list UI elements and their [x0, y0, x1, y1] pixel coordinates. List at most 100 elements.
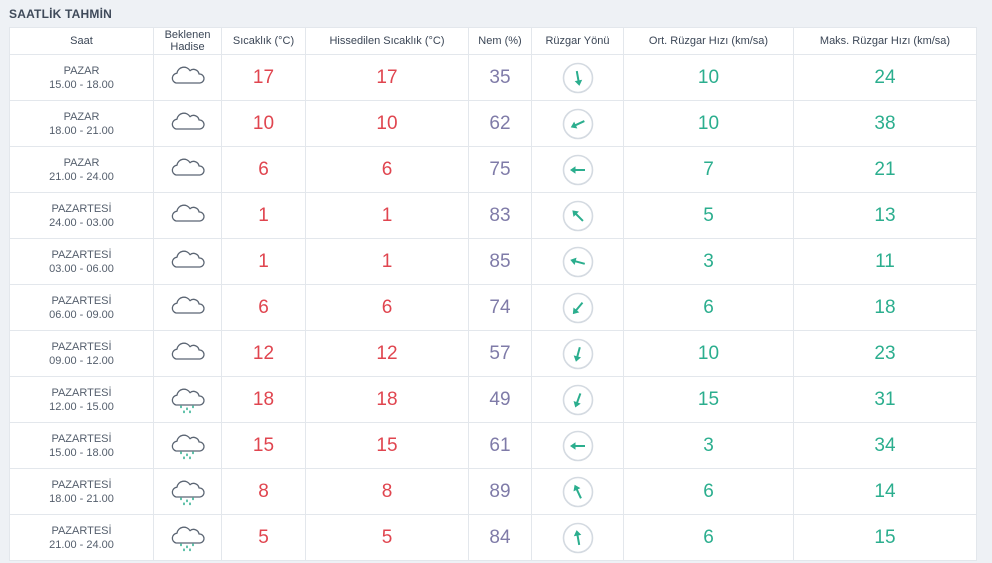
humidity-value: 49	[468, 376, 532, 423]
day-label: PAZARTESİ	[51, 248, 112, 261]
feels-like-value: 6	[305, 146, 469, 193]
time-range: 15.00 - 18.00	[49, 78, 114, 91]
wind-direction-cell	[531, 422, 624, 469]
weather-event-cell	[153, 238, 222, 285]
rain-cloud-icon	[171, 526, 205, 551]
cloud-icon	[171, 342, 205, 360]
avg-wind-speed-value: 15	[623, 376, 794, 423]
temperature-value: 10	[221, 100, 306, 147]
time-cell: PAZARTESİ 12.00 - 15.00	[9, 376, 154, 423]
time-range: 18.00 - 21.00	[49, 124, 114, 137]
cloud-icon	[171, 112, 205, 130]
wind-direction-arrow-icon	[562, 154, 593, 185]
feels-like-value: 10	[305, 100, 469, 147]
avg-wind-speed-value: 10	[623, 330, 794, 377]
wind-direction-arrow-icon	[562, 338, 593, 369]
humidity-value: 57	[468, 330, 532, 377]
table-row: PAZARTESİ 15.00 - 18.00 15 15 61 3 34	[9, 422, 977, 469]
avg-wind-speed-value: 7	[623, 146, 794, 193]
weather-event-cell	[153, 100, 222, 147]
rain-cloud-icon	[171, 480, 205, 505]
feels-like-value: 15	[305, 422, 469, 469]
wind-direction-cell	[531, 100, 624, 147]
day-label: PAZARTESİ	[51, 478, 112, 491]
weather-event-cell	[153, 330, 222, 377]
table-row: PAZARTESİ 18.00 - 21.00 8 8 89 6 14	[9, 468, 977, 515]
temperature-value: 17	[221, 54, 306, 101]
hourly-forecast-table-wrapper: Saat Beklenen Hadise Sıcaklık (°C) Hisse…	[9, 27, 977, 561]
weather-event-cell	[153, 284, 222, 331]
wind-direction-arrow-icon	[562, 384, 593, 415]
wind-direction-cell	[531, 192, 624, 239]
temperature-value: 1	[221, 192, 306, 239]
max-wind-speed-value: 38	[793, 100, 977, 147]
max-wind-speed-value: 11	[793, 238, 977, 285]
max-wind-speed-value: 34	[793, 422, 977, 469]
feels-like-value: 6	[305, 284, 469, 331]
time-range: 03.00 - 06.00	[49, 262, 114, 275]
avg-wind-speed-value: 3	[623, 238, 794, 285]
temperature-value: 15	[221, 422, 306, 469]
header-row: Saat Beklenen Hadise Sıcaklık (°C) Hisse…	[9, 27, 977, 55]
wind-direction-arrow-icon	[562, 430, 593, 461]
table-row: PAZARTESİ 09.00 - 12.00 12 12 57 10 23	[9, 330, 977, 377]
humidity-value: 35	[468, 54, 532, 101]
max-wind-speed-value: 31	[793, 376, 977, 423]
wind-direction-arrow-icon	[562, 108, 593, 139]
table-row: PAZAR 21.00 - 24.00 6 6 75 7 21	[9, 146, 977, 193]
header-event-line1: Beklenen	[164, 29, 211, 41]
wind-direction-arrow-icon	[562, 200, 593, 231]
wind-direction-arrow-icon	[562, 522, 593, 553]
table-row: PAZARTESİ 12.00 - 15.00 18 18 49 15 31	[9, 376, 977, 423]
time-range: 21.00 - 24.00	[49, 170, 114, 183]
wind-direction-cell	[531, 468, 624, 515]
max-wind-speed-value: 15	[793, 514, 977, 561]
time-range: 15.00 - 18.00	[49, 446, 114, 459]
humidity-value: 74	[468, 284, 532, 331]
wind-direction-cell	[531, 54, 624, 101]
time-cell: PAZARTESİ 24.00 - 03.00	[9, 192, 154, 239]
avg-wind-speed-value: 10	[623, 100, 794, 147]
table-row: PAZAR 18.00 - 21.00 10 10 62 10 38	[9, 100, 977, 147]
table-row: PAZARTESİ 06.00 - 09.00 6 6 74 6 18	[9, 284, 977, 331]
cloud-icon	[171, 66, 205, 84]
feels-like-value: 5	[305, 514, 469, 561]
max-wind-speed-value: 18	[793, 284, 977, 331]
wind-direction-cell	[531, 330, 624, 377]
feels-like-value: 1	[305, 238, 469, 285]
table-row: PAZARTESİ 21.00 - 24.00 5 5 84 6 15	[9, 514, 977, 561]
humidity-value: 89	[468, 468, 532, 515]
time-cell: PAZAR 15.00 - 18.00	[9, 54, 154, 101]
weather-event-cell	[153, 54, 222, 101]
wind-direction-arrow-icon	[562, 246, 593, 277]
humidity-value: 85	[468, 238, 532, 285]
wind-direction-cell	[531, 514, 624, 561]
time-cell: PAZARTESİ 03.00 - 06.00	[9, 238, 154, 285]
cloud-icon	[171, 296, 205, 314]
weather-event-cell	[153, 468, 222, 515]
header-event: Beklenen Hadise	[153, 27, 222, 55]
cloud-icon	[171, 158, 205, 176]
temperature-value: 12	[221, 330, 306, 377]
day-label: PAZAR	[63, 110, 100, 123]
time-range: 24.00 - 03.00	[49, 216, 114, 229]
header-wind-direction: Rüzgar Yönü	[531, 27, 624, 55]
header-feels-like: Hissedilen Sıcaklık (°C)	[305, 27, 469, 55]
avg-wind-speed-value: 6	[623, 468, 794, 515]
max-wind-speed-value: 23	[793, 330, 977, 377]
wind-direction-cell	[531, 238, 624, 285]
table-row: PAZARTESİ 24.00 - 03.00 1 1 83 5 13	[9, 192, 977, 239]
table-row: PAZAR 15.00 - 18.00 17 17 35 10 24	[9, 54, 977, 101]
wind-direction-arrow-icon	[562, 476, 593, 507]
time-range: 18.00 - 21.00	[49, 492, 114, 505]
weather-event-cell	[153, 146, 222, 193]
avg-wind-speed-value: 3	[623, 422, 794, 469]
day-label: PAZARTESİ	[51, 386, 112, 399]
time-range: 12.00 - 15.00	[49, 400, 114, 413]
temperature-value: 8	[221, 468, 306, 515]
max-wind-speed-value: 13	[793, 192, 977, 239]
humidity-value: 61	[468, 422, 532, 469]
rain-cloud-icon	[171, 388, 205, 413]
time-cell: PAZAR 21.00 - 24.00	[9, 146, 154, 193]
header-temperature: Sıcaklık (°C)	[221, 27, 306, 55]
